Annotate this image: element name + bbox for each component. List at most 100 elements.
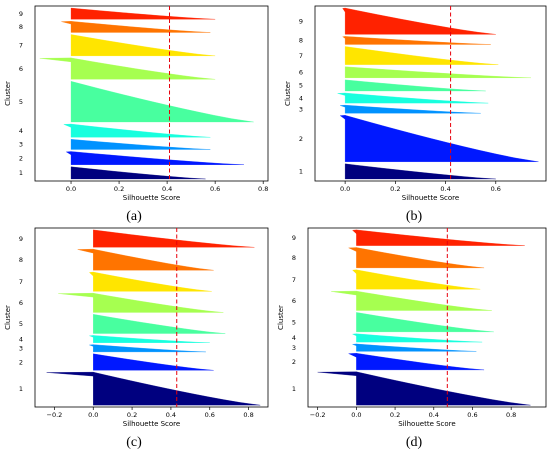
panel-label: (c) (126, 435, 142, 450)
x-tick-label: 0.8 (243, 411, 253, 419)
x-tick-label: −0.2 (310, 411, 326, 419)
cluster-label: 8 (299, 37, 303, 45)
x-tick-label: 0.8 (258, 185, 268, 193)
cluster-label: 2 (292, 358, 296, 366)
cluster-silhouette-1 (344, 163, 496, 180)
cluster-label: 1 (292, 385, 296, 393)
silhouette-panel: 1 2 3 4 5 6 7 8 9 0.0 0.2 0.4 0.6 0.8 Silhouette Score… (4, 5, 269, 224)
cluster-silhouette-8 (77, 248, 214, 271)
cluster-silhouette-4 (337, 92, 489, 104)
cluster-silhouette-7 (89, 271, 212, 292)
cluster-label: 2 (19, 358, 23, 366)
cluster-label: 8 (19, 23, 23, 31)
plot-frame (314, 5, 547, 182)
cluster-label: 8 (292, 254, 296, 262)
x-tick-label: 0.0 (351, 411, 361, 419)
cluster-silhouette-7 (70, 34, 216, 56)
cluster-silhouette-8 (348, 247, 485, 269)
cluster-label: 1 (299, 168, 303, 176)
cluster-silhouette-8 (61, 21, 211, 33)
cluster-silhouette-4 (351, 333, 483, 343)
cluster-label: 9 (19, 10, 23, 18)
x-axis-label: Silhouette Score (123, 420, 180, 428)
cluster-silhouette-9 (70, 7, 216, 20)
cluster-silhouette-3 (352, 343, 477, 352)
x-tick-label: 0.2 (390, 411, 400, 419)
cluster-silhouette-5 (344, 79, 486, 92)
cluster-label: 5 (19, 320, 23, 328)
x-tick-label: 0.4 (162, 185, 172, 193)
cluster-label: 5 (299, 82, 303, 90)
cluster-silhouette-5 (70, 81, 254, 123)
cluster-silhouette-3 (70, 139, 211, 150)
cluster-label: 3 (292, 344, 296, 352)
cluster-silhouette-4 (63, 123, 211, 138)
cluster-silhouette-6 (39, 57, 216, 80)
plot-frame (307, 227, 547, 408)
cluster-silhouette-9 (342, 7, 496, 35)
x-tick-label: 0.6 (210, 185, 220, 193)
cluster-label: 3 (19, 141, 23, 149)
cluster-label: 4 (299, 94, 303, 102)
cluster-label: 6 (19, 299, 23, 307)
x-tick-label: 0.2 (114, 185, 124, 193)
cluster-label: 9 (19, 235, 23, 243)
cluster-silhouette-2 (348, 353, 485, 371)
panel-label: (a) (126, 209, 142, 224)
x-tick-label: 0.6 (205, 411, 215, 419)
cluster-label: 4 (19, 335, 23, 343)
cluster-label: 9 (299, 17, 303, 25)
x-axis-label: Silhouette Score (398, 420, 455, 428)
cluster-silhouette-7 (352, 269, 481, 290)
cluster-silhouette-2 (93, 353, 214, 371)
cluster-label: 7 (19, 278, 23, 286)
x-tick-label: 0.4 (440, 185, 450, 193)
y-axis-label: Cluster (4, 305, 12, 330)
cluster-silhouette-6 (331, 290, 492, 311)
cluster-silhouette-7 (344, 46, 499, 65)
cluster-label: 6 (292, 297, 296, 305)
cluster-label: 6 (19, 65, 23, 73)
cluster-silhouette-2 (339, 115, 539, 162)
cluster-silhouette-8 (342, 36, 491, 45)
x-tick-label: 0.6 (491, 185, 501, 193)
cluster-label: 7 (292, 276, 296, 284)
cluster-label: 7 (299, 52, 303, 60)
x-tick-label: 0.6 (467, 411, 477, 419)
cluster-label: 1 (19, 385, 23, 393)
cluster-silhouette-6 (344, 66, 531, 78)
cluster-label: 1 (19, 169, 23, 177)
cluster-silhouette-9 (93, 229, 255, 248)
x-tick-label: 0.0 (88, 411, 98, 419)
x-tick-label: 0.0 (340, 185, 350, 193)
cluster-label: 4 (292, 334, 296, 342)
silhouette-panel: 1 2 3 4 5 6 7 8 9 0.0 0.2 0.4 0.6 Silhouette Score Clu… (284, 5, 547, 224)
cluster-silhouette-1 (70, 166, 206, 180)
cluster-silhouette-3 (340, 104, 481, 114)
x-tick-label: 0.2 (127, 411, 137, 419)
x-tick-label: 0.4 (429, 411, 439, 419)
cluster-silhouette-9 (352, 229, 525, 246)
plot-frame (34, 5, 269, 182)
cluster-silhouette-4 (89, 335, 210, 343)
cluster-label: 4 (19, 127, 23, 135)
x-tick-label: 0.4 (166, 411, 176, 419)
silhouette-panel: 1 2 3 4 5 6 7 8 9 −0.2 0.0 0.2 0.4 0.6 0.8 Silhouette S… (277, 227, 547, 450)
cluster-label: 5 (19, 98, 23, 106)
x-axis-label: Silhouette Score (123, 194, 180, 202)
cluster-silhouette-1 (317, 371, 531, 406)
cluster-silhouette-1 (46, 371, 261, 406)
cluster-silhouette-5 (356, 312, 494, 333)
y-axis-label: Cluster (277, 305, 285, 330)
cluster-label: 2 (19, 154, 23, 162)
cluster-silhouette-6 (58, 293, 224, 313)
x-tick-label: 0.8 (506, 411, 516, 419)
cluster-label: 6 (299, 69, 303, 77)
x-tick-label: −0.2 (47, 411, 63, 419)
cluster-label: 8 (19, 256, 23, 264)
cluster-label: 3 (19, 345, 23, 353)
cluster-silhouette-2 (65, 151, 244, 165)
cluster-label: 5 (292, 318, 296, 326)
x-axis-label: Silhouette Score (402, 194, 459, 202)
